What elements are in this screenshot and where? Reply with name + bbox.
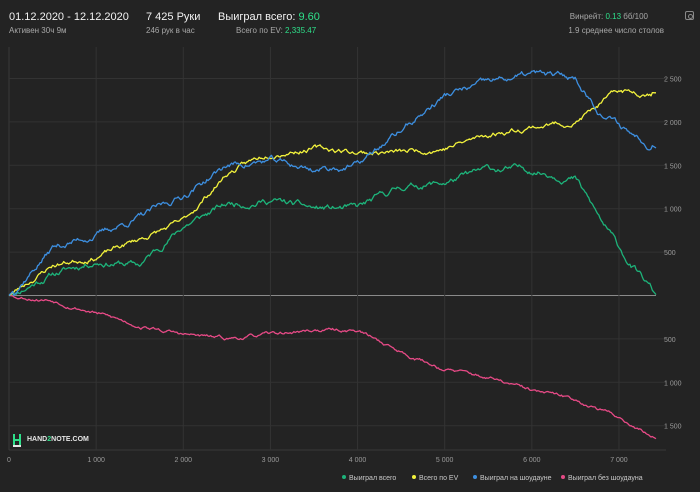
chart-grid	[8, 47, 666, 451]
y-axis-ticks: 500 1 000 1 500 2 000 2 500 500 1 000 1 500	[664, 77, 682, 431]
logo-mark	[13, 434, 21, 447]
series-line-1	[8, 163, 657, 297]
chart-series	[8, 69, 657, 440]
x-tick-label: 7 000	[610, 457, 628, 464]
winrate: Винрейт: 0.13 бб/100	[570, 12, 648, 21]
x-tick-label: 5 000	[436, 457, 454, 464]
hands-per-hour: 246 рук в час	[146, 26, 195, 35]
legend-dot	[342, 475, 346, 479]
x-tick-label: 1 000	[87, 457, 105, 464]
x-axis-ticks: 0 1 000 2 000 3 000 4 000 5 000 6 000 7 000	[7, 457, 628, 464]
winrate-value: 0.13	[605, 12, 622, 21]
y-tick-label: 500	[664, 337, 676, 344]
ev-total: Всего по EV: 2,335.47	[236, 26, 316, 35]
y-tick-label: 1 000	[664, 207, 682, 214]
x-tick-label: 0	[7, 457, 11, 464]
x-tick-label: 3 000	[262, 457, 280, 464]
won-label: Выиграл всего:	[218, 11, 296, 23]
x-tick-label: 6 000	[523, 457, 541, 464]
y-tick-label: 1 500	[664, 163, 682, 170]
legend-dot	[412, 475, 416, 479]
series-line-3	[8, 69, 657, 296]
legend-dot	[473, 475, 477, 479]
winrate-label: Винрейт:	[569, 12, 604, 21]
hands-count: 7 425 Руки	[146, 11, 201, 23]
legend-label: Выиграл на шоудауне	[480, 475, 552, 482]
header: 01.12.2020 - 12.12.2020 Активен 30ч 9м 7…	[0, 0, 700, 42]
legend-label: Всего по EV	[419, 475, 459, 482]
legend-dot	[561, 475, 565, 479]
series-line-4	[8, 294, 657, 440]
y-tick-label: 1 500	[664, 424, 682, 431]
legend-label: Выиграл всего	[349, 475, 396, 482]
ev-value: 2,335.47	[285, 26, 317, 35]
tables-average: 1.9 среднее число столов	[568, 26, 664, 35]
active-time: Активен 30ч 9м	[9, 26, 67, 35]
instagram-icon[interactable]	[685, 11, 694, 20]
chart-legend: Выиграл всего Всего по EV Выиграл на шоуда…	[342, 474, 643, 482]
x-tick-label: 2 000	[175, 457, 193, 464]
winrate-unit: бб/100	[623, 12, 648, 21]
logo-text: HAND2NOTE.COM	[27, 436, 89, 443]
y-tick-label: 500	[664, 250, 676, 257]
series-line-2	[8, 89, 656, 297]
won-value: 9.60	[298, 11, 320, 23]
ev-label: Всего по EV:	[236, 26, 283, 35]
y-tick-label: 1 000	[664, 380, 682, 387]
date-range[interactable]: 01.12.2020 - 12.12.2020	[9, 11, 129, 23]
y-tick-label: 2 000	[664, 120, 682, 127]
legend-label: Выиграл без шоудауна	[568, 474, 643, 482]
x-tick-label: 4 000	[349, 457, 367, 464]
y-tick-label: 2 500	[664, 77, 682, 84]
won-total: Выиграл всего: 9.60	[218, 11, 320, 23]
